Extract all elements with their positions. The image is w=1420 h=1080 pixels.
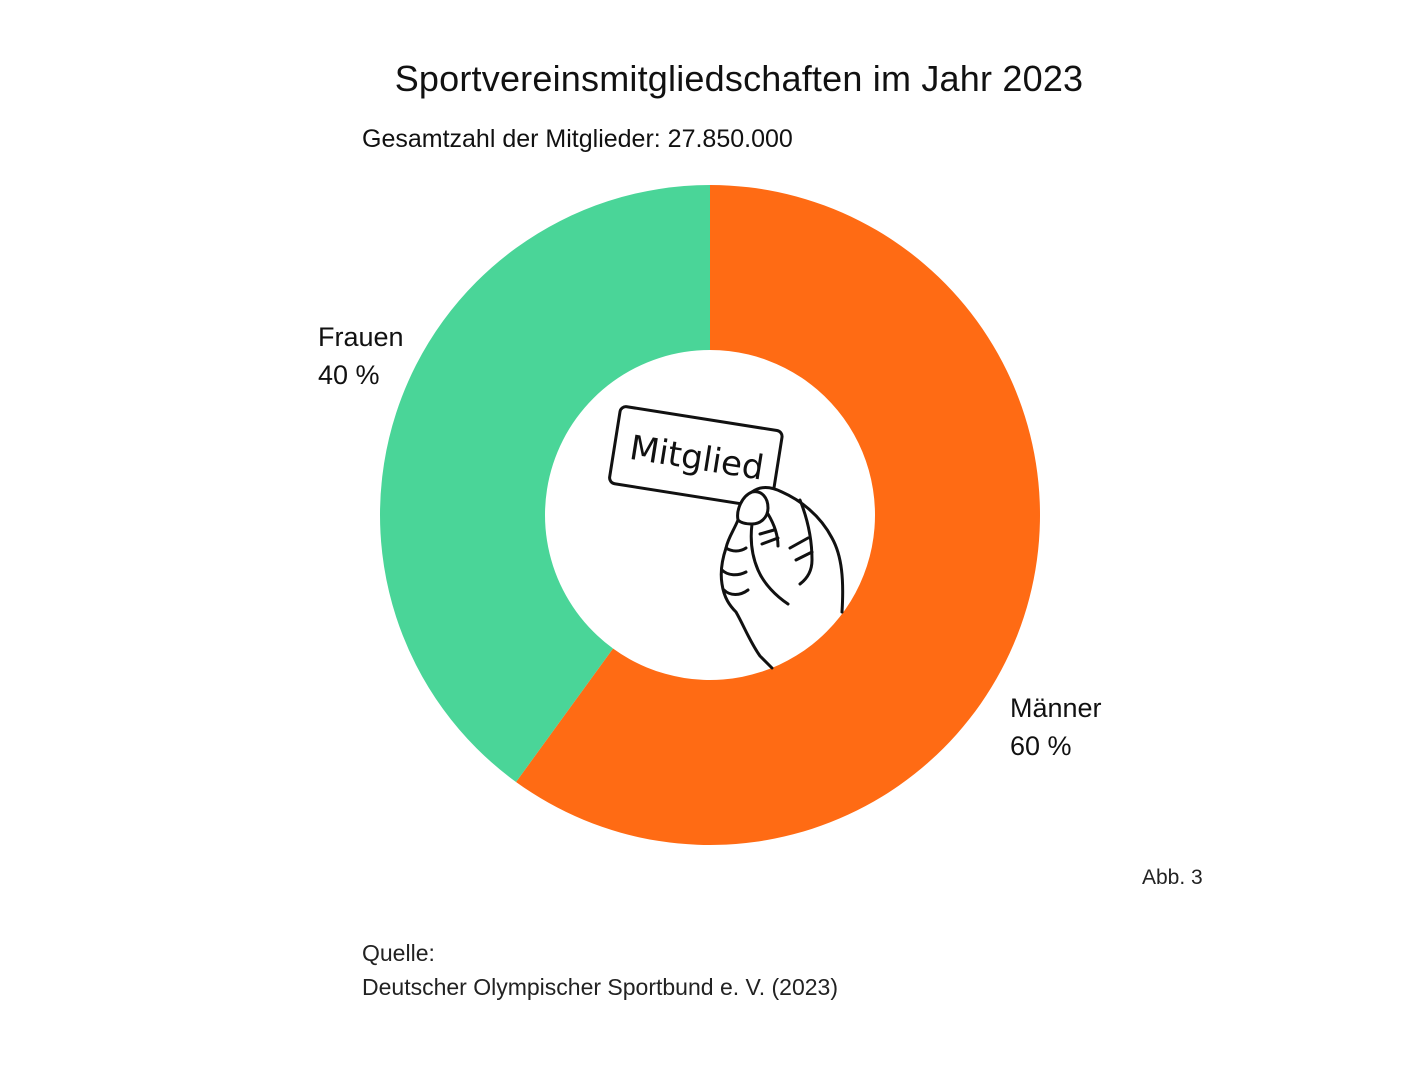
slice-label-frauen: Frauen 40 % <box>318 318 404 394</box>
slice-name-maenner: Männer <box>1010 693 1102 723</box>
figure-number: Abb. 3 <box>1142 866 1203 889</box>
slice-value-maenner: 60 % <box>1010 731 1072 761</box>
source-text: Deutscher Olympischer Sportbund e. V. (2… <box>362 974 839 1000</box>
donut-slice-maenner <box>516 185 1040 846</box>
source-note: Quelle: Deutscher Olympischer Sportbund … <box>362 936 838 1004</box>
slice-label-maenner: Männer 60 % <box>1010 689 1102 765</box>
chart-title: Sportvereinsmitgliedschaften im Jahr 202… <box>394 58 1084 99</box>
slice-value-frauen: 40 % <box>318 360 380 390</box>
chart-subtitle: Gesamtzahl der Mitglieder: 27.850.000 <box>362 125 793 153</box>
slice-name-frauen: Frauen <box>318 322 404 352</box>
donut-slice-frauen <box>380 184 710 782</box>
donut-slices <box>380 184 1040 846</box>
hand-holding-membership-card-icon: Mitglied <box>608 405 845 670</box>
source-heading: Quelle: <box>362 940 435 966</box>
